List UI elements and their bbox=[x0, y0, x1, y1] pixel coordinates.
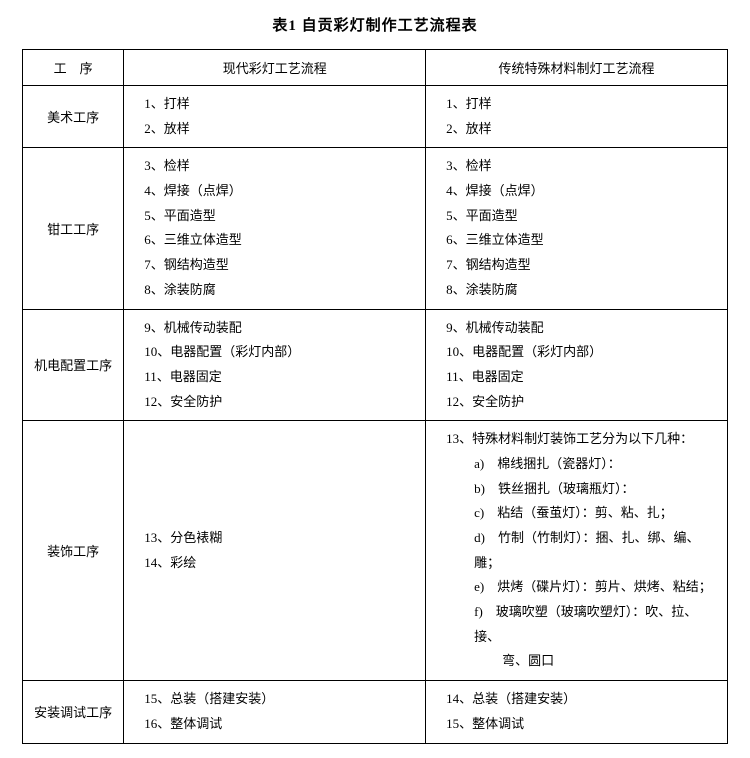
cell-modern: 1、打样 2、放样 bbox=[124, 86, 426, 148]
cell-trad: 14、总装（搭建安装） 15、整体调试 bbox=[426, 681, 728, 743]
cell-trad: 3、检样 4、焊接（点焊） 5、平面造型 6、三维立体造型 7、钢结构造型 8、… bbox=[426, 148, 728, 309]
row-name: 安装调试工序 bbox=[23, 681, 124, 743]
cell-modern: 9、机械传动装配 10、电器配置（彩灯内部） 11、电器固定 12、安全防护 bbox=[124, 309, 426, 421]
row-name: 装饰工序 bbox=[23, 421, 124, 681]
header-modern: 现代彩灯工艺流程 bbox=[124, 50, 426, 86]
table-row: 机电配置工序 9、机械传动装配 10、电器配置（彩灯内部） 11、电器固定 12… bbox=[23, 309, 728, 421]
table-row: 美术工序 1、打样 2、放样 1、打样 2、放样 bbox=[23, 86, 728, 148]
table-row: 装饰工序 13、分色裱糊 14、彩绘 13、特殊材料制灯装饰工艺分为以下几种： … bbox=[23, 421, 728, 681]
header-traditional: 传统特殊材料制灯工艺流程 bbox=[426, 50, 728, 86]
cell-modern: 15、总装（搭建安装） 16、整体调试 bbox=[124, 681, 426, 743]
process-table: 工 序 现代彩灯工艺流程 传统特殊材料制灯工艺流程 美术工序 1、打样 2、放样… bbox=[22, 49, 728, 744]
row-name: 钳工工序 bbox=[23, 148, 124, 309]
cell-trad: 9、机械传动装配 10、电器配置（彩灯内部） 11、电器固定 12、安全防护 bbox=[426, 309, 728, 421]
table-row: 钳工工序 3、检样 4、焊接（点焊） 5、平面造型 6、三维立体造型 7、钢结构… bbox=[23, 148, 728, 309]
row-name: 机电配置工序 bbox=[23, 309, 124, 421]
table-row: 安装调试工序 15、总装（搭建安装） 16、整体调试 14、总装（搭建安装） 1… bbox=[23, 681, 728, 743]
cell-trad: 13、特殊材料制灯装饰工艺分为以下几种： a) 棉线捆扎（瓷器灯）： b) 铁丝… bbox=[426, 421, 728, 681]
cell-trad: 1、打样 2、放样 bbox=[426, 86, 728, 148]
header-procedure: 工 序 bbox=[23, 50, 124, 86]
table-title: 表1 自贡彩灯制作工艺流程表 bbox=[22, 14, 728, 35]
cell-modern: 3、检样 4、焊接（点焊） 5、平面造型 6、三维立体造型 7、钢结构造型 8、… bbox=[124, 148, 426, 309]
row-name: 美术工序 bbox=[23, 86, 124, 148]
cell-modern: 13、分色裱糊 14、彩绘 bbox=[124, 421, 426, 681]
